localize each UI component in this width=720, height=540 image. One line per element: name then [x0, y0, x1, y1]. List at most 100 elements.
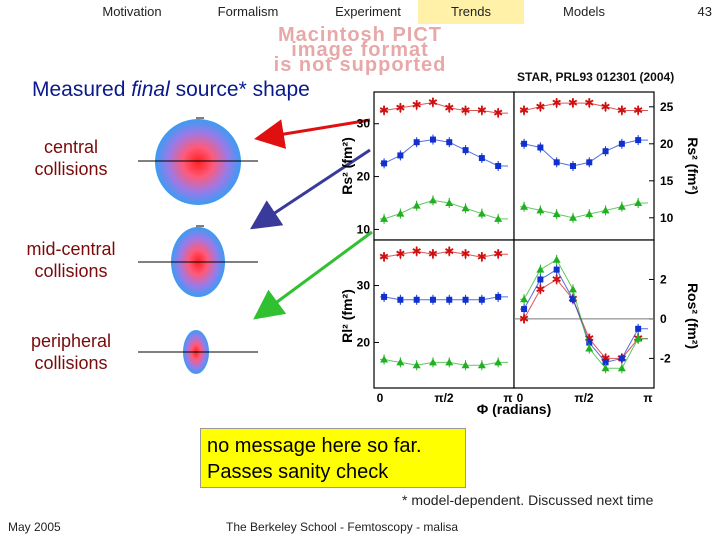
data-point-square: [521, 140, 528, 147]
data-point-triangle: [445, 358, 454, 366]
data-point-square: [381, 160, 388, 167]
data-point-triangle: [412, 201, 421, 209]
title-italic: final: [131, 78, 170, 101]
slide-title: Measured final source* shape: [32, 78, 310, 102]
data-point-star: ✱: [519, 312, 529, 326]
panel-frame-Ros2: [513, 239, 655, 389]
data-point-square: [478, 155, 485, 162]
data-point-star: ✱: [493, 247, 503, 261]
tab-formalism[interactable]: Formalism: [217, 4, 279, 19]
top-nav: Motivation Formalism Experiment Trends M…: [76, 0, 720, 24]
data-point-square: [553, 159, 560, 166]
pict-line-2: image format: [291, 39, 429, 61]
x-tick-label: 0: [377, 391, 384, 405]
data-point-square: [462, 147, 469, 154]
data-point-triangle: [601, 206, 610, 214]
data-point-square: [635, 325, 642, 332]
data-point-star: ✱: [519, 104, 529, 118]
data-point-square: [462, 296, 469, 303]
y-tick-label: 2: [660, 272, 667, 286]
fit-line-Rl2-0: [380, 251, 508, 258]
data-point-square: [429, 136, 436, 143]
fit-line-Rs2_right-0: [520, 102, 648, 111]
data-point-square: [602, 148, 609, 155]
data-point-square: [413, 296, 420, 303]
message-line-2: Passes sanity check: [207, 461, 389, 483]
data-point-triangle: [428, 196, 437, 204]
data-point-triangle: [428, 358, 437, 366]
data-point-triangle: [380, 355, 389, 363]
label-peripheral-line1: peripheral: [30, 331, 112, 351]
label-central: central collisions: [20, 136, 122, 180]
data-point-square: [569, 296, 576, 303]
y-tick-label: 10: [357, 222, 371, 236]
data-point-star: ✱: [477, 250, 487, 264]
data-point-square: [413, 139, 420, 146]
data-point-square: [635, 137, 642, 144]
data-point-star: ✱: [535, 100, 545, 114]
data-point-triangle: [634, 199, 643, 206]
label-peripheral-line2: collisions: [34, 353, 108, 373]
central-source-ellipse: [155, 119, 241, 205]
data-point-star: ✱: [428, 247, 438, 261]
citation: STAR, PRL93 012301 (2004): [517, 70, 675, 84]
y-tick-label: 15: [660, 174, 674, 188]
y-tick-label: 0: [660, 312, 667, 326]
x-tick-label: π/2: [434, 391, 454, 405]
message-box: no message here so far. Passes sanity ch…: [200, 428, 466, 488]
fit-line-Ros2-0: [520, 279, 648, 359]
x-tick-label: 0: [517, 391, 524, 405]
label-mid-central-line1: mid-central: [26, 239, 116, 259]
data-point-triangle: [520, 202, 529, 210]
y-axis-label-Ros2: Ros² (fm²): [685, 283, 701, 349]
label-mid-central-line2: collisions: [34, 261, 108, 281]
data-point-square: [397, 296, 404, 303]
tab-models[interactable]: Models: [563, 4, 605, 19]
y-axis-label-Rs2_right: Rs² (fm²): [685, 137, 701, 195]
green-arrow: [253, 230, 373, 320]
tab-experiment[interactable]: Experiment: [335, 4, 401, 19]
data-point-triangle: [380, 214, 389, 222]
y-axis-label-Rl2: Rl² (fm²): [339, 289, 355, 343]
data-point-square: [618, 140, 625, 147]
panel-frame-Rl2: [373, 239, 515, 389]
y-tick-label: 30: [357, 117, 371, 131]
footer-date: May 2005: [8, 520, 61, 534]
data-point-square: [537, 276, 544, 283]
title-prefix: Measured: [32, 78, 132, 101]
data-point-square: [618, 355, 625, 362]
data-point-star: ✱: [461, 247, 471, 261]
data-point-square: [521, 306, 528, 313]
footer-title: The Berkeley School - Femtoscopy - malis…: [226, 520, 459, 534]
data-point-triangle: [585, 210, 594, 218]
data-point-triangle: [552, 210, 561, 218]
data-point-square: [602, 359, 609, 366]
red-arrow: [254, 118, 371, 149]
data-point-triangle: [568, 285, 577, 293]
data-point-star: ✱: [395, 101, 405, 115]
data-point-triangle: [461, 204, 470, 212]
page-number: 43: [697, 4, 712, 19]
data-point-square: [446, 296, 453, 303]
data-point-star: ✱: [568, 96, 578, 110]
data-point-triangle: [568, 213, 577, 221]
tab-trends[interactable]: Trends: [418, 0, 524, 24]
message-line-1: no message here so far.: [207, 435, 422, 457]
tab-motivation[interactable]: Motivation: [102, 4, 162, 19]
data-point-triangle: [445, 199, 454, 206]
x-tick-label: π/2: [574, 391, 594, 405]
data-point-star: ✱: [633, 104, 643, 118]
data-point-star: ✱: [412, 98, 422, 112]
y-tick-label: 20: [357, 170, 371, 184]
y-tick-label: 20: [660, 137, 674, 151]
data-point-triangle: [601, 364, 610, 372]
data-point-square: [495, 293, 502, 300]
data-point-star: ✱: [584, 96, 594, 110]
data-point-triangle: [634, 334, 643, 342]
data-point-star: ✱: [552, 96, 562, 110]
data-point-triangle: [536, 206, 545, 214]
label-peripheral: peripheral collisions: [20, 330, 122, 374]
unsupported-image-placeholder: Macintosh PICT image format is not suppo…: [140, 25, 580, 75]
